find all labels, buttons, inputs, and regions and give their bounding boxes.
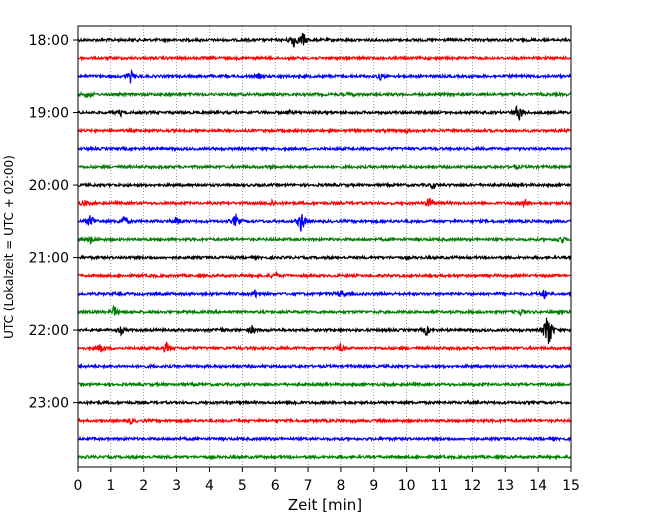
x-tick-label: 0 [74, 478, 83, 494]
trace-waveform [77, 380, 572, 388]
trace-1900 [77, 104, 572, 121]
x-tick-label: 14 [529, 478, 547, 494]
trace-waveform [77, 54, 572, 62]
trace-waveform [77, 32, 571, 48]
trace-waveform [77, 453, 572, 461]
trace-waveform [77, 289, 572, 300]
trace-2045 [77, 235, 572, 246]
trace-1930 [77, 145, 572, 153]
x-tick-label: 15 [562, 478, 580, 494]
y-tick-label: 18:00 [29, 33, 69, 49]
x-tick-label: 2 [139, 478, 148, 494]
x-tick-label: 6 [271, 478, 280, 494]
trace-2200 [77, 317, 572, 345]
trace-waveform [77, 399, 572, 407]
x-tick-label: 13 [496, 478, 514, 494]
trace-2145 [77, 304, 572, 317]
trace-waveform [77, 317, 572, 345]
y-tick-label: 21:00 [29, 251, 69, 267]
seismogram-traces [77, 32, 572, 461]
trace-waveform [77, 163, 572, 171]
x-tick-label: 7 [304, 478, 313, 494]
x-tick-label: 1 [106, 478, 115, 494]
trace-2115 [77, 270, 572, 280]
trace-1915 [77, 127, 572, 135]
trace-waveform [77, 68, 572, 84]
trace-2245 [77, 380, 572, 388]
x-tick-label: 5 [238, 478, 247, 494]
x-tick-label: 4 [205, 478, 214, 494]
y-tick-label: 19:00 [29, 106, 69, 122]
y-tick-label: 22:00 [29, 323, 69, 339]
trace-waveform [77, 253, 572, 262]
trace-2330 [77, 435, 572, 443]
trace-waveform [77, 127, 572, 135]
x-tick-label: 3 [172, 478, 181, 494]
trace-2230 [77, 362, 572, 370]
trace-1945 [77, 163, 572, 171]
x-tick-label: 11 [431, 478, 449, 494]
trace-1830 [77, 68, 572, 84]
trace-waveform [77, 145, 572, 153]
x-tick-label: 8 [336, 478, 345, 494]
trace-waveform [77, 90, 572, 99]
x-tick-label: 12 [463, 478, 481, 494]
trace-2345 [77, 453, 572, 461]
trace-2030 [77, 213, 572, 232]
trace-waveform [77, 417, 572, 425]
trace-waveform [77, 270, 572, 280]
trace-waveform [77, 235, 572, 246]
x-tick-label: 10 [398, 478, 416, 494]
trace-2015 [77, 197, 572, 209]
y-axis-label: UTC (Lokalzeit = UTC + 02:00) [2, 155, 16, 339]
x-axis: 0 1 2 3 4 5 6 7 8 9 10 11 12 13 14 15 [74, 467, 580, 494]
y-axis: 18:00 19:00 20:00 21:00 22:00 23:00 [29, 33, 78, 412]
plot-frame [77, 25, 572, 468]
y-tick-label: 20:00 [29, 178, 69, 194]
trace-waveform [77, 181, 572, 190]
trace-1800 [77, 32, 571, 48]
trace-2215 [77, 341, 572, 353]
trace-1815 [77, 54, 572, 62]
trace-waveform [77, 304, 572, 317]
x-tick-label: 9 [369, 478, 378, 494]
trace-waveform [77, 341, 572, 353]
trace-2130 [77, 289, 572, 300]
x-axis-label: Zeit [min] [288, 496, 362, 514]
trace-2100 [77, 253, 572, 262]
trace-2300 [77, 399, 572, 407]
trace-waveform [77, 104, 572, 121]
trace-waveform [77, 213, 572, 232]
trace-waveform [77, 197, 572, 209]
trace-1845 [77, 90, 572, 99]
trace-waveform [77, 362, 572, 370]
trace-2315 [77, 417, 572, 425]
y-tick-label: 23:00 [29, 396, 69, 412]
trace-2000 [77, 181, 572, 190]
trace-waveform [77, 435, 572, 443]
